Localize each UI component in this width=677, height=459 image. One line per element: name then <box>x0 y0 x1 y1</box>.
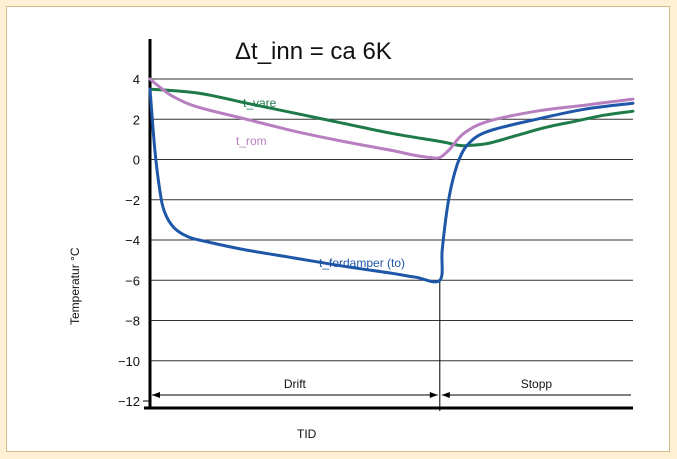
y-tick-labels: 4 2 0 −2 −4 −6 −8 −10 −12 <box>118 72 140 409</box>
axes <box>143 39 633 410</box>
phase-label: Drift <box>284 377 307 391</box>
phase-markers: Drift Stopp <box>152 280 631 411</box>
y-tick-label: −8 <box>125 314 140 329</box>
y-tick-label: −6 <box>125 273 140 288</box>
t-fordamper-label: t_fordamper (to) <box>319 256 405 270</box>
x-axis-title: TID <box>297 427 317 441</box>
t-rom-line <box>148 77 635 160</box>
chart-title: Δt_inn = ca 6K <box>235 38 392 65</box>
y-tick-label: −12 <box>118 394 140 409</box>
t-vare-line <box>148 87 635 148</box>
phase-arrowhead <box>152 392 160 398</box>
phase-arrowhead <box>441 392 450 398</box>
y-axis-title: Temperatur °C <box>68 247 82 325</box>
series-lines <box>148 77 635 284</box>
y-tick-label: 4 <box>133 72 140 87</box>
grid <box>150 78 633 362</box>
series-labels: t_vare t_rom t_fordamper (to) <box>236 96 405 270</box>
y-tick-label: 2 <box>133 112 140 127</box>
t-vare-label: t_vare <box>243 96 277 110</box>
t-fordamper-line <box>148 87 635 284</box>
temperature-chart: 4 2 0 −2 −4 −6 −8 −10 −12 Drift Stopp t_vare t_rom… <box>68 38 635 441</box>
y-tick-label: −10 <box>118 354 140 369</box>
y-tick-label: −4 <box>125 233 140 248</box>
chart-frame: 4 2 0 −2 −4 −6 −8 −10 −12 Drift Stopp t_vare t_rom… <box>6 6 670 452</box>
t-rom-label: t_rom <box>236 134 267 148</box>
phase-label: Stopp <box>521 377 553 391</box>
y-tick-label: −2 <box>125 193 140 208</box>
phase-arrowhead <box>429 392 438 398</box>
y-tick-label: 0 <box>133 153 140 168</box>
